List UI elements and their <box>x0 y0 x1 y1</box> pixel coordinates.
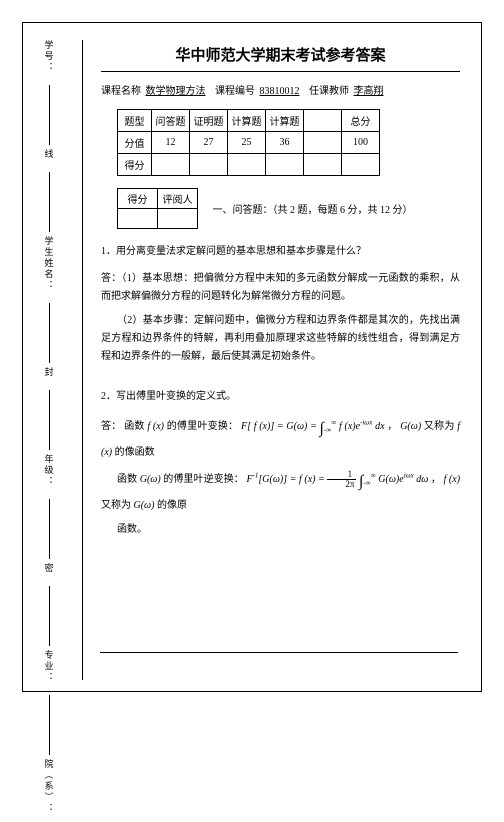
text: 的像原 <box>157 500 187 511</box>
math-g: G(ω) <box>400 421 421 432</box>
margin-rule <box>49 172 50 232</box>
text: 又称为 <box>424 421 455 432</box>
text: 的傅里叶逆变换： <box>163 474 244 485</box>
margin-rule <box>49 390 50 450</box>
margin-major: 专业： <box>43 650 56 683</box>
answer-2-line3: 函数。 <box>101 521 460 539</box>
footer-rule <box>100 652 458 653</box>
answer-2-line1: 答： 函数 f (x) 的傅里叶变换： F[ f (x)] = G(ω) = ∫… <box>101 415 460 462</box>
question-1: 1．用分离变量法求定解问题的基本思想和基本步骤是什么？ <box>101 243 460 260</box>
table-cell: 25 <box>228 132 266 154</box>
teacher-value: 李高翔 <box>352 86 386 97</box>
score-table: 题型 问答题 证明题 计算题 计算题 总分 分值 12 27 25 36 100… <box>117 109 380 176</box>
grader-table: 得分 评阅人 <box>117 188 198 229</box>
stub-cell <box>118 209 158 229</box>
margin-rule <box>49 586 50 646</box>
table-cell <box>342 154 380 176</box>
teacher-label: 任课教师 <box>309 86 349 97</box>
stub-header: 得分 <box>118 189 158 209</box>
margin-grade: 年级： <box>43 454 56 487</box>
text: 的傅里叶变换： <box>167 421 239 432</box>
margin-rule <box>49 499 50 559</box>
margin-rule <box>49 303 50 363</box>
math-g2: G(ω) <box>140 474 164 485</box>
math-fx: f (x) <box>147 421 166 432</box>
table-cell <box>266 154 304 176</box>
table-row: 题型 问答题 证明题 计算题 计算题 总分 <box>118 110 380 132</box>
table-row: 分值 12 27 25 36 100 <box>118 132 380 154</box>
answer-1b: （2）基本步骤：定解问题中，偏微分方程和边界条件都是其次的，先找出满足方程和边界… <box>101 312 460 366</box>
table-cell <box>304 110 342 132</box>
margin-rule <box>49 695 50 755</box>
code-value: 83810012 <box>258 86 302 97</box>
margin-dept: 院（系）： <box>43 759 56 814</box>
text: 函数 <box>117 474 137 485</box>
text: 又称为 <box>101 500 131 511</box>
code-label: 课程编号 <box>215 86 255 97</box>
math-g3: G(ω) <box>134 500 157 511</box>
math-fourier: F[ f (x)] = G(ω) = ∫-∞∞ f (x)e-iωx dx <box>241 421 387 432</box>
text: 函数 <box>124 421 144 432</box>
margin-xuehao: 学号： <box>43 40 56 73</box>
table-cell: 证明题 <box>190 110 228 132</box>
table-cell: 总分 <box>342 110 380 132</box>
margin-name: 学生姓名： <box>43 236 56 291</box>
table-cell: 12 <box>152 132 190 154</box>
row-header: 题型 <box>118 110 152 132</box>
math-ifourier: F-1[G(ω)] = f (x) = 12π ∫-∞∞ G(ω)eiωx dω <box>246 474 430 485</box>
question-2: 2．写出傅里叶变换的定义式。 <box>101 388 460 405</box>
row-header: 得分 <box>118 154 152 176</box>
table-cell: 100 <box>342 132 380 154</box>
title-rule <box>101 71 460 72</box>
table-cell <box>304 132 342 154</box>
table-cell: 计算题 <box>228 110 266 132</box>
margin-rule <box>49 85 50 145</box>
margin-xian: 线 <box>43 149 56 160</box>
stub-cell <box>158 209 198 229</box>
margin-feng: 封 <box>43 367 56 378</box>
table-cell <box>228 154 266 176</box>
margin-mi: 密 <box>43 563 56 574</box>
math-fx3: f (x) <box>444 474 460 485</box>
table-cell <box>304 154 342 176</box>
table-cell <box>152 154 190 176</box>
table-row: 得分 <box>118 154 380 176</box>
grader-row: 得分 评阅人 一、问答题：（共 2 题，每题 6 分，共 12 分） <box>117 188 460 229</box>
text: 的像函数 <box>115 447 155 458</box>
binding-margin: 学号： 线 学生姓名： 封 年级： 密 专业： 院（系）： <box>40 40 58 660</box>
course-label: 课程名称 <box>101 86 141 97</box>
row-header: 分值 <box>118 132 152 154</box>
answer-2-line2: 函数 G(ω) 的傅里叶逆变换： F-1[G(ω)] = f (x) = 12π… <box>101 468 460 515</box>
table-cell <box>190 154 228 176</box>
stub-header: 评阅人 <box>158 189 198 209</box>
table-cell: 36 <box>266 132 304 154</box>
course-value: 数学物理方法 <box>144 86 208 97</box>
content-area: 华中师范大学期末考试参考答案 课程名称 数学物理方法 课程编号 83810012… <box>82 40 472 680</box>
table-cell: 计算题 <box>266 110 304 132</box>
spacer <box>101 372 460 388</box>
section-label: 一、问答题：（共 2 题，每题 6 分，共 12 分） <box>213 201 413 216</box>
course-meta: 课程名称 数学物理方法 课程编号 83810012 任课教师 李高翔 <box>101 82 460 97</box>
table-cell: 问答题 <box>152 110 190 132</box>
answer-1a: 答：（1）基本思想：把偏微分方程中未知的多元函数分解成一元函数的乘积，从而把求解… <box>101 270 460 306</box>
table-cell: 27 <box>190 132 228 154</box>
page-title: 华中师范大学期末考试参考答案 <box>101 44 460 65</box>
answer-lead: 答： <box>101 421 121 432</box>
